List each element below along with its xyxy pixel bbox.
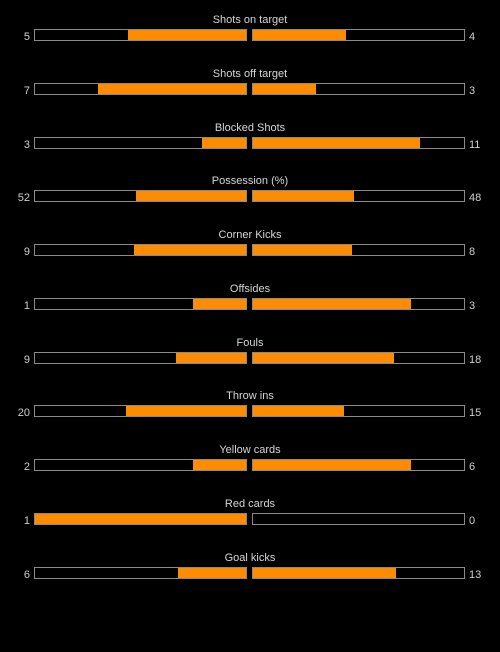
away-bar [252, 244, 465, 256]
home-value: 1 [23, 515, 30, 527]
home-bar [34, 190, 247, 202]
away-value: 48 [469, 192, 482, 204]
away-bar-fill [253, 460, 412, 470]
away-value: 3 [469, 85, 476, 97]
away-bar [252, 298, 465, 310]
away-bar-fill [253, 191, 355, 201]
home-bar-fill [178, 568, 246, 578]
home-value: 3 [23, 139, 30, 151]
home-value: 1 [23, 300, 30, 312]
stat-row-possession: Possession (%) 52 48 [0, 169, 500, 209]
away-bar-fill [253, 353, 395, 363]
away-bar [252, 83, 465, 95]
home-bar [34, 567, 247, 579]
away-value: 11 [469, 139, 481, 151]
away-bar-fill [253, 568, 397, 578]
stat-row-shots-off-target: Shots off target 7 3 [0, 62, 500, 102]
stat-row-goal-kicks: Goal kicks 6 13 [0, 546, 500, 586]
away-value: 3 [469, 300, 476, 312]
away-bar [252, 190, 465, 202]
stat-row-offsides: Offsides 1 3 [0, 277, 500, 317]
home-bar-fill [193, 299, 246, 309]
home-bar-fill [176, 353, 246, 363]
home-bar [34, 244, 247, 256]
home-bar [34, 298, 247, 310]
stat-row-blocked-shots: Blocked Shots 3 11 [0, 116, 500, 156]
home-bar-fill [136, 191, 246, 201]
away-bar [252, 137, 465, 149]
home-value: 9 [23, 246, 30, 258]
home-bar-fill [134, 245, 246, 255]
home-bar-fill [125, 406, 246, 416]
stat-label: Goal kicks [224, 552, 276, 564]
home-value: 5 [23, 31, 30, 43]
stat-label: Shots on target [212, 14, 288, 26]
away-value: 15 [469, 407, 482, 419]
away-bar-fill [253, 245, 353, 255]
stat-label: Shots off target [212, 68, 288, 80]
away-bar-fill [253, 299, 412, 309]
away-bar [252, 567, 465, 579]
home-bar [34, 83, 247, 95]
away-bar-fill [253, 84, 317, 94]
stat-label: Throw ins [226, 390, 274, 402]
home-value: 7 [23, 85, 30, 97]
stat-row-yellow-cards: Yellow cards 2 6 [0, 438, 500, 478]
home-bar-fill [193, 460, 246, 470]
away-value: 4 [469, 31, 476, 43]
away-bar [252, 352, 465, 364]
home-bar [34, 29, 247, 41]
home-value: 9 [23, 354, 30, 366]
away-bar [252, 459, 465, 471]
home-bar [34, 352, 247, 364]
stat-row-red-cards: Red cards 1 0 [0, 492, 500, 532]
away-value: 0 [469, 515, 476, 527]
home-bar [34, 405, 247, 417]
stat-label: Yellow cards [219, 444, 281, 456]
home-bar-fill [35, 514, 246, 524]
away-bar [252, 513, 465, 525]
home-value: 52 [17, 192, 30, 204]
home-value: 20 [17, 407, 30, 419]
home-bar [34, 137, 247, 149]
stat-row-throw-ins: Throw ins 20 15 [0, 384, 500, 424]
stat-row-corner-kicks: Corner Kicks 9 8 [0, 223, 500, 263]
away-value: 6 [469, 461, 476, 473]
stat-row-shots-on-target: Shots on target 5 4 [0, 8, 500, 48]
stat-label: Possession (%) [211, 175, 289, 187]
home-bar [34, 513, 247, 525]
away-bar [252, 405, 465, 417]
away-bar-fill [253, 138, 420, 148]
stat-label: Fouls [236, 337, 264, 349]
stat-label: Corner Kicks [218, 229, 282, 241]
home-bar [34, 459, 247, 471]
away-bar [252, 29, 465, 41]
home-bar-fill [98, 84, 246, 94]
away-bar-fill [253, 406, 344, 416]
home-bar-fill [127, 30, 246, 40]
stat-label: Red cards [224, 498, 276, 510]
away-value: 13 [469, 569, 482, 581]
home-value: 2 [23, 461, 30, 473]
home-bar-fill [201, 138, 246, 148]
away-bar-fill [253, 30, 346, 40]
away-value: 8 [469, 246, 476, 258]
home-value: 6 [23, 569, 30, 581]
stat-label: Blocked Shots [214, 122, 286, 134]
stat-row-fouls: Fouls 9 18 [0, 331, 500, 371]
away-value: 18 [469, 354, 482, 366]
stat-label: Offsides [229, 283, 271, 295]
